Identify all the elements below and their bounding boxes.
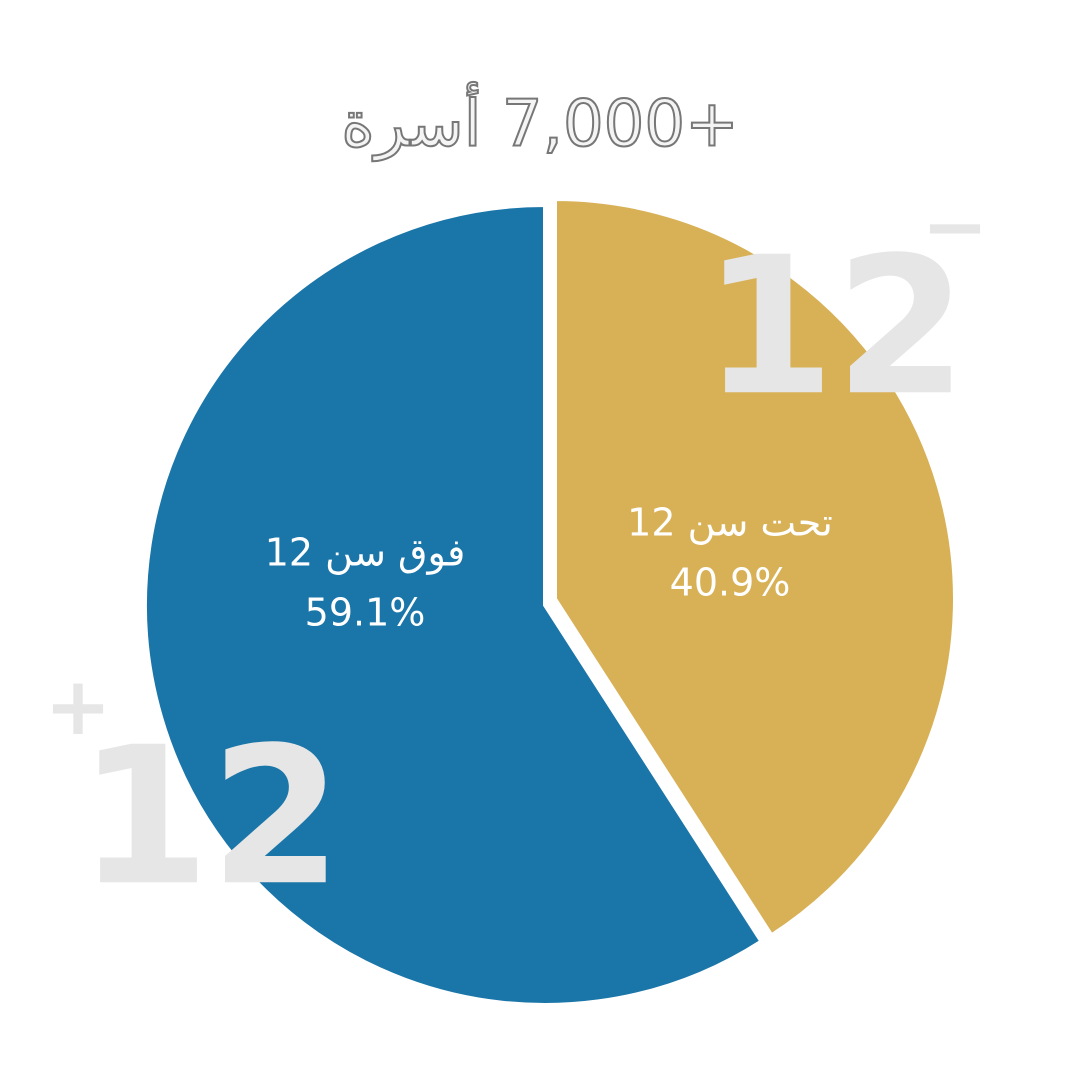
badge-sign: −	[921, 180, 988, 273]
slice-label: تحت سن 12	[627, 501, 833, 546]
pie-slice	[553, 196, 957, 939]
badge-number: 12	[703, 216, 967, 437]
slice-value-label: 40.9%	[670, 561, 791, 605]
badge-sign: +	[44, 660, 111, 753]
slice-value-label: 59.1%	[305, 591, 426, 635]
badge-number: 12	[78, 706, 342, 927]
slice-label: فوق سن 12	[265, 531, 466, 576]
pie-slice	[143, 202, 765, 1007]
chart-title: +7,000 أسرة	[341, 82, 738, 162]
